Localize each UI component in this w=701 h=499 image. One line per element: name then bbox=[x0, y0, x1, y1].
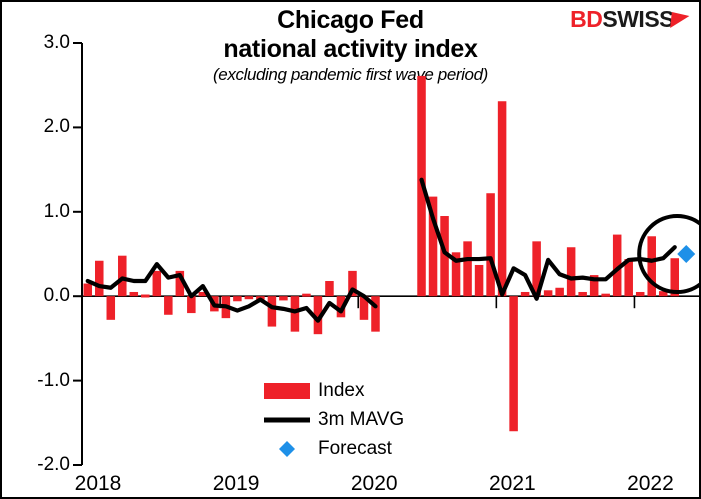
legend-swatch-index bbox=[264, 383, 310, 399]
bar bbox=[635, 291, 645, 297]
bar bbox=[647, 236, 656, 297]
bar bbox=[175, 270, 185, 297]
bar bbox=[336, 296, 346, 318]
bar bbox=[198, 291, 208, 297]
x-axis-label: 2018 bbox=[74, 472, 122, 495]
x-axis-label: 2022 bbox=[627, 472, 674, 495]
bar bbox=[658, 291, 668, 297]
bar bbox=[589, 275, 599, 297]
bar bbox=[348, 270, 357, 297]
x-axis-label: 2019 bbox=[212, 472, 260, 495]
bar bbox=[371, 296, 380, 332]
y-axis-label: -2.0 bbox=[37, 454, 70, 475]
bar bbox=[290, 296, 300, 332]
bar bbox=[428, 196, 438, 297]
bdswiss-logo: BDSWISS bbox=[570, 6, 690, 32]
bar bbox=[612, 234, 622, 297]
bar bbox=[520, 291, 530, 297]
bar bbox=[497, 101, 507, 297]
bar bbox=[624, 259, 633, 297]
bar bbox=[83, 283, 93, 297]
chart-title-line2: national activity index bbox=[223, 34, 478, 63]
bar bbox=[440, 216, 449, 297]
bar bbox=[359, 296, 369, 320]
bar bbox=[486, 193, 495, 297]
mavg-line bbox=[85, 262, 378, 323]
y-axis-label: 1.0 bbox=[43, 200, 70, 222]
bar bbox=[152, 270, 162, 297]
bar bbox=[543, 290, 553, 297]
bar bbox=[279, 296, 288, 301]
bar bbox=[325, 281, 334, 297]
bar bbox=[463, 241, 472, 297]
bar bbox=[601, 293, 610, 297]
legend-label: Index bbox=[318, 380, 365, 401]
bar bbox=[141, 294, 150, 298]
y-axis-label: 2.0 bbox=[43, 116, 70, 138]
bar bbox=[555, 287, 564, 297]
y-axis-label: -1.0 bbox=[37, 369, 70, 391]
bar bbox=[129, 291, 139, 297]
legend-swatch-forecast bbox=[279, 441, 295, 457]
bar bbox=[578, 291, 587, 297]
bar bbox=[532, 241, 541, 297]
logo-text-bd: BD bbox=[570, 6, 603, 32]
bar bbox=[244, 296, 254, 300]
legend-label: 3m MAVG bbox=[318, 409, 405, 430]
bar bbox=[313, 296, 323, 335]
forecast-highlight-circle bbox=[637, 214, 699, 294]
bar bbox=[509, 296, 518, 432]
bar bbox=[118, 255, 127, 297]
bar bbox=[187, 296, 196, 314]
legend-label: Forecast bbox=[318, 438, 392, 459]
bar bbox=[670, 258, 679, 297]
y-axis-label: 0.0 bbox=[43, 285, 70, 307]
bar bbox=[106, 296, 116, 320]
chart-title-block: Chicago Fed national activity index (exc… bbox=[112, 6, 589, 85]
bar bbox=[233, 296, 242, 302]
mavg-line bbox=[419, 177, 677, 301]
bar bbox=[95, 260, 104, 297]
forecast-point-marker bbox=[677, 245, 696, 263]
bar bbox=[474, 264, 484, 297]
x-axis-label: 2021 bbox=[488, 472, 536, 495]
bar bbox=[302, 293, 311, 297]
x-axis-label: 2020 bbox=[350, 472, 398, 495]
logo-text-swiss: SWISS bbox=[602, 6, 674, 32]
bar bbox=[267, 296, 277, 327]
bar bbox=[164, 296, 173, 315]
bar bbox=[566, 247, 576, 297]
bar-series bbox=[83, 75, 679, 432]
y-axis-label: 3.0 bbox=[43, 32, 70, 53]
bar bbox=[451, 252, 461, 297]
chart-title-line1: Chicago Fed bbox=[277, 6, 424, 34]
